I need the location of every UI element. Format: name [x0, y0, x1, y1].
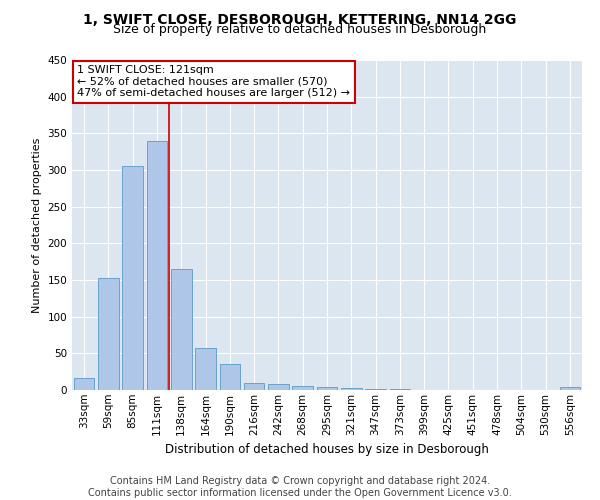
Bar: [244, 382, 265, 390]
Y-axis label: Number of detached properties: Number of detached properties: [32, 138, 42, 312]
Bar: [268, 384, 289, 390]
Bar: [365, 388, 386, 390]
Bar: [341, 388, 362, 390]
Bar: [146, 140, 167, 390]
Bar: [220, 364, 240, 390]
X-axis label: Distribution of detached houses by size in Desborough: Distribution of detached houses by size …: [165, 443, 489, 456]
Text: Contains HM Land Registry data © Crown copyright and database right 2024.
Contai: Contains HM Land Registry data © Crown c…: [88, 476, 512, 498]
Bar: [560, 387, 580, 390]
Bar: [74, 378, 94, 390]
Bar: [292, 386, 313, 390]
Text: Size of property relative to detached houses in Desborough: Size of property relative to detached ho…: [113, 22, 487, 36]
Bar: [389, 388, 410, 390]
Text: 1 SWIFT CLOSE: 121sqm
← 52% of detached houses are smaller (570)
47% of semi-det: 1 SWIFT CLOSE: 121sqm ← 52% of detached …: [77, 65, 350, 98]
Bar: [98, 278, 119, 390]
Bar: [317, 387, 337, 390]
Text: 1, SWIFT CLOSE, DESBOROUGH, KETTERING, NN14 2GG: 1, SWIFT CLOSE, DESBOROUGH, KETTERING, N…: [83, 12, 517, 26]
Bar: [195, 348, 216, 390]
Bar: [122, 166, 143, 390]
Bar: [171, 269, 191, 390]
